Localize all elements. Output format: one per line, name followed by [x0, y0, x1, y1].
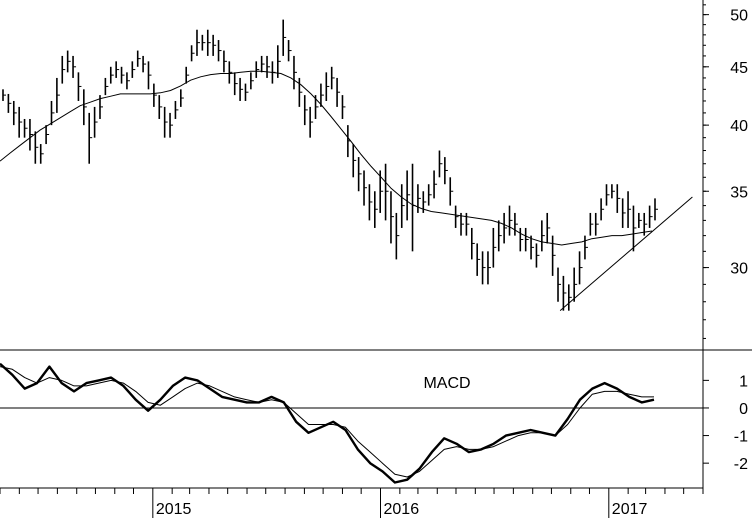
- x-tick-label: 2016: [384, 501, 420, 518]
- y-tick-label: 40: [730, 118, 748, 135]
- macd-panel: MACD: [0, 362, 703, 484]
- y-tick-label: 50: [730, 8, 748, 25]
- x-tick-label: 2017: [612, 501, 648, 518]
- moving-average-line: [0, 70, 653, 246]
- y-tick-label: 35: [730, 184, 748, 201]
- price-panel: [0, 19, 693, 312]
- macd-y-tick-label: 0: [739, 401, 748, 418]
- x-tick-label: 2015: [156, 501, 192, 518]
- macd-y-tick-label: -1: [734, 429, 748, 446]
- macd-y-tick-label: 1: [739, 373, 748, 390]
- y-tick-label: 45: [730, 60, 748, 77]
- macd-y-tick-label: -2: [734, 456, 748, 473]
- trendline: [559, 196, 693, 312]
- macd-label: MACD: [423, 375, 470, 392]
- y-tick-label: 30: [730, 261, 748, 278]
- macd-line: [0, 362, 655, 484]
